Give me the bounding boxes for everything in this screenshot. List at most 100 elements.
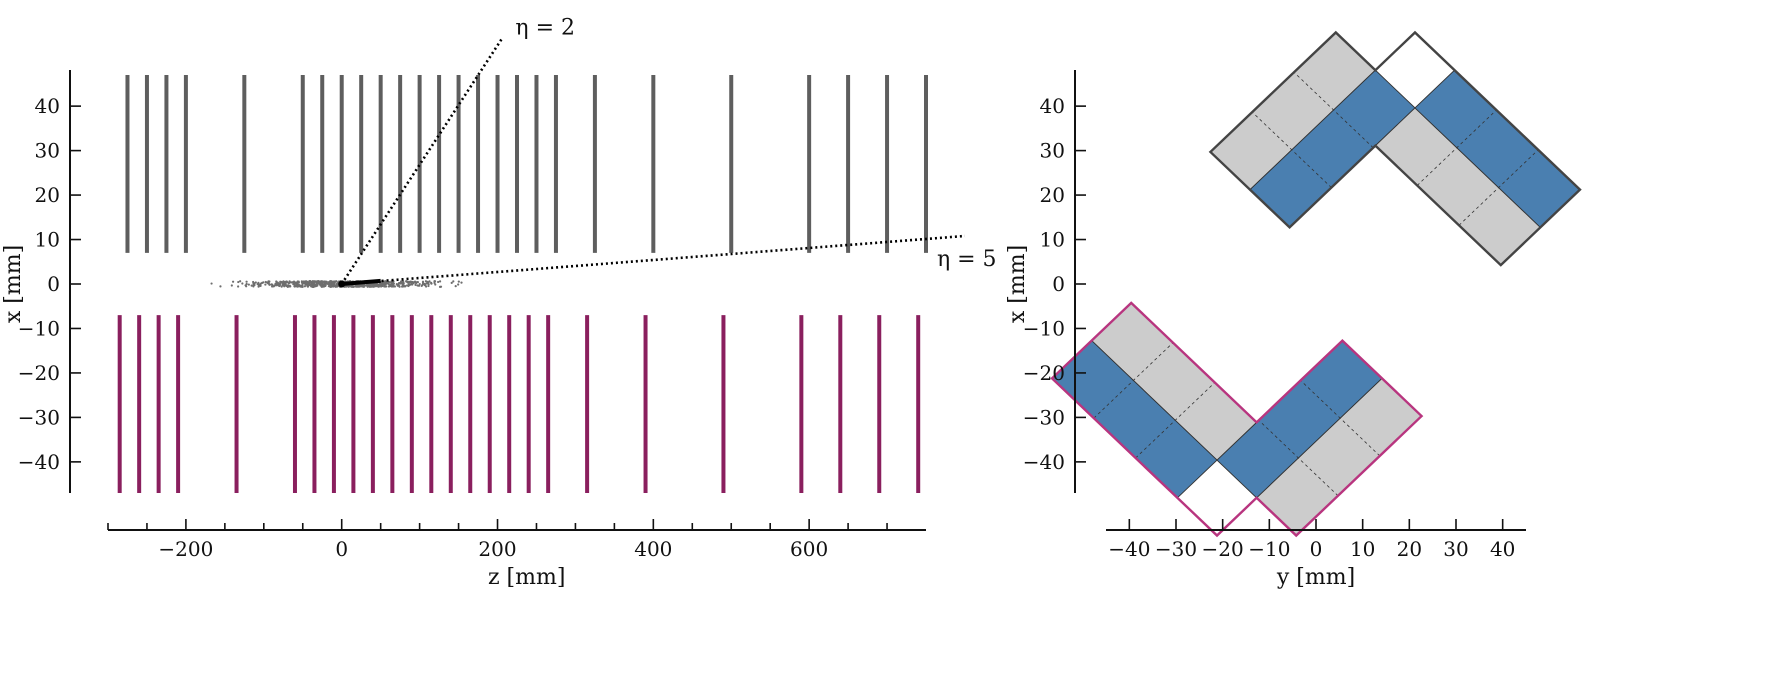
left-x-tick-label: 0 [335, 537, 348, 561]
right-x-axis-label: y [mm] [1276, 565, 1355, 590]
vertex-point [410, 282, 413, 285]
vertex-point [437, 280, 440, 284]
vertex-point [325, 280, 328, 283]
vertex-point [314, 284, 317, 287]
vertex-point [262, 281, 265, 284]
module-outline-b [1050, 301, 1424, 538]
vertex-point [316, 280, 319, 283]
sensor-pixel-boundary [1135, 382, 1216, 459]
vertex-point [423, 282, 426, 286]
right-y-tick-label: 10 [1040, 228, 1065, 252]
left-y-tick-label: 10 [35, 228, 60, 252]
vertex-point [287, 285, 290, 288]
vertex-point [277, 282, 280, 285]
vertex-point [302, 280, 306, 283]
vertex-point [398, 285, 401, 288]
vertex-point [427, 284, 430, 288]
vertex-point [257, 284, 261, 287]
right-y-tick-label: −10 [1023, 316, 1065, 340]
vertex-point [355, 285, 358, 288]
vertex-point [259, 282, 263, 285]
left-station-layer [117, 75, 928, 493]
vertex-point [323, 281, 327, 284]
vertex-point [418, 282, 421, 286]
vertex-point [452, 280, 455, 283]
vertex-point [409, 280, 412, 283]
vertex-point [414, 283, 417, 286]
vertex-point [264, 280, 267, 284]
vertex-point [403, 284, 407, 288]
right-y-tick-label: 40 [1040, 94, 1065, 118]
vertex-point [415, 281, 418, 284]
sensor-pixel-boundary [1416, 109, 1497, 186]
vertex-point [264, 283, 267, 286]
vertex-point [384, 282, 388, 285]
vertex-point [434, 283, 437, 286]
z-x-plot: −40 −30 −20 −10 0 10 20 30 40 −200 0 200 400 600 z [m… [1, 15, 997, 590]
vertex-point [280, 285, 283, 288]
right-y-axis-label: x [mm] [1005, 245, 1030, 323]
vertex-point [250, 284, 253, 287]
vertex-point [388, 281, 391, 284]
right-y-tick-label: −30 [1023, 405, 1065, 429]
vertex-point [299, 285, 303, 288]
vertex-point [384, 280, 387, 284]
left-y-tick-label: −10 [18, 316, 60, 340]
left-y-axis-label: x [mm] [1, 245, 26, 323]
vertex-point [457, 280, 460, 283]
right-y-tick-label: 20 [1040, 183, 1065, 207]
vertex-point [308, 280, 311, 283]
vertex-point [438, 285, 442, 288]
vertex-point [304, 283, 307, 286]
left-y-tick-label: 40 [35, 94, 60, 118]
left-y-tick-label: −30 [18, 405, 60, 429]
left-x-tick-label: 600 [790, 537, 828, 561]
vertex-point [309, 283, 313, 287]
right-y-tick-label: 30 [1040, 139, 1065, 163]
sensor-pixel-boundary [1293, 71, 1374, 149]
vertex-point [306, 280, 309, 284]
vertex-point [332, 285, 335, 288]
vertex-point [322, 280, 325, 283]
vertex-point [398, 281, 401, 285]
vertex-point [245, 282, 248, 286]
vertex-point [280, 281, 283, 284]
vertex-point [335, 284, 338, 287]
vertex-point [324, 284, 327, 288]
vertex-point [380, 283, 383, 286]
vertex-point [329, 280, 332, 283]
left-x-tick-label: 400 [634, 537, 672, 561]
sensor-pixel-boundary [1300, 380, 1381, 457]
vertex-point [266, 281, 270, 284]
vertex-point [371, 284, 374, 287]
vertex-point [384, 285, 387, 288]
vertex-point [375, 285, 378, 288]
right-x-tick-label: −20 [1202, 537, 1244, 561]
vertex-point [399, 280, 403, 283]
vertex-point [268, 283, 271, 286]
vertex-point [237, 280, 240, 284]
vertex-point [239, 280, 242, 283]
vertex-point [329, 282, 332, 286]
vertex-point [254, 281, 257, 284]
vertex-point [407, 281, 410, 284]
vertex-point [392, 283, 395, 286]
sensor-pixel-boundary [1093, 342, 1174, 419]
vertex-point [347, 285, 350, 288]
eta-lines [340, 38, 966, 286]
sensor-pixel-boundary [1251, 111, 1332, 188]
left-x-tick-label: −200 [158, 537, 213, 561]
right-x-tick-label: −40 [1108, 537, 1150, 561]
vertex-point [237, 285, 240, 288]
eta-2-label: η = 2 [515, 15, 575, 40]
right-y-tick-label: −40 [1023, 450, 1065, 474]
vertex-point [245, 285, 248, 288]
vertex-point [329, 285, 332, 288]
right-x-tick-label: 30 [1443, 537, 1468, 561]
right-x-tick-label: −30 [1155, 537, 1197, 561]
vertex-point [285, 284, 288, 287]
vertex-point [247, 283, 250, 286]
vertex-point [450, 281, 453, 285]
